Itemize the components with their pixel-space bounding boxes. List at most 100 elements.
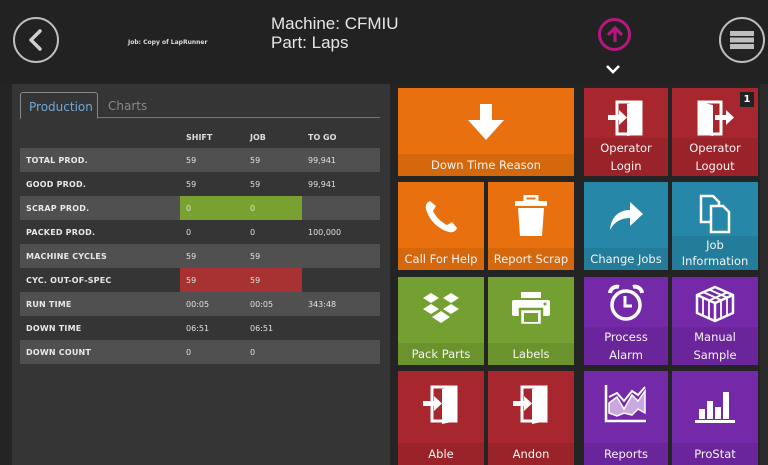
to-go-value	[302, 268, 380, 292]
labels-tile[interactable]: Labels	[488, 277, 574, 365]
tab-production[interactable]: Production	[20, 92, 98, 119]
row-label: TOTAL PROD.	[26, 156, 88, 165]
area-chart-icon	[584, 383, 668, 423]
job-value: 0	[250, 228, 256, 237]
tile-label: Down Time Reason	[398, 154, 574, 176]
table-row: MACHINE CYCLES 59 59	[20, 244, 380, 268]
job-value: 59	[250, 252, 261, 261]
manual-sample-tile[interactable]: Manual Sample	[672, 277, 758, 365]
operator-login-tile[interactable]: Operator Login	[584, 88, 668, 176]
tile-label: Process Alarm	[584, 327, 668, 365]
shift-value: 0	[186, 348, 192, 357]
cube-icon	[672, 285, 758, 323]
machine-title: Machine: CFMIU	[271, 14, 399, 33]
to-go-value	[302, 196, 380, 220]
shift-value: 59	[186, 156, 197, 165]
tile-label: Pack Parts	[398, 343, 484, 365]
shift-value: 0	[186, 228, 192, 237]
sign-in-icon	[398, 385, 484, 425]
table-row: TOTAL PROD. 59 59 99,941	[20, 148, 380, 172]
menu-button[interactable]	[719, 17, 765, 63]
shift-value: 0	[180, 196, 244, 220]
sign-out-icon	[672, 100, 758, 136]
shift-value: 59	[186, 252, 197, 261]
row-label: CYC. OUT-OF-SPEC	[26, 276, 112, 285]
row-label: DOWN TIME	[26, 324, 82, 333]
phone-icon	[398, 198, 484, 236]
chevron-left-icon	[29, 29, 42, 51]
part-title: Part: Laps	[271, 33, 349, 52]
job-value: 59	[244, 268, 302, 292]
tile-label: Change Jobs	[584, 248, 668, 270]
to-go-value: 343:48	[308, 300, 337, 309]
process-alarm-tile[interactable]: Process Alarm	[584, 277, 668, 365]
andon-tile[interactable]: Andon	[488, 371, 574, 465]
prostat-tile[interactable]: ProStat	[672, 371, 758, 465]
reports-tile[interactable]: Reports	[584, 371, 668, 465]
printer-icon	[488, 291, 574, 327]
shift-value: 00:05	[186, 300, 210, 309]
header-bar: Job: Copy of LapRunner Machine: CFMIU Pa…	[0, 0, 768, 84]
arrow-down-icon	[398, 102, 574, 142]
to-go-value	[302, 244, 380, 268]
share-arrow-icon	[584, 198, 668, 232]
row-label: DOWN COUNT	[26, 348, 92, 357]
dropbox-icon	[398, 291, 484, 327]
tile-label: Reports	[584, 443, 668, 465]
tile-label: Operator Login	[584, 138, 668, 176]
row-label: MACHINE CYCLES	[26, 252, 108, 261]
tab-charts[interactable]: Charts	[108, 99, 148, 113]
row-label: SCRAP PROD.	[26, 204, 90, 213]
tile-label: Operator Logout	[672, 138, 758, 176]
trash-icon	[488, 195, 574, 237]
job-value: 00:05	[250, 300, 274, 309]
tile-label: Able	[398, 443, 484, 465]
production-table: SHIFT JOB TO GO TOTAL PROD. 59 59 99,941…	[20, 128, 380, 364]
job-value: 06:51	[250, 324, 274, 333]
report-scrap-tile[interactable]: Report Scrap	[488, 182, 574, 270]
table-header: SHIFT JOB TO GO	[20, 128, 380, 148]
job-information-tile[interactable]: Job Information	[672, 182, 758, 270]
to-go-value: 99,941	[308, 156, 336, 165]
tile-label: Call For Help	[398, 248, 484, 270]
notification-badge: 1	[740, 92, 754, 107]
arrow-up-icon	[606, 25, 623, 42]
shift-value: 59	[186, 180, 197, 189]
tile-label: ProStat	[672, 443, 758, 465]
tile-label: Manual Sample	[672, 327, 758, 365]
row-label: RUN TIME	[26, 300, 72, 309]
to-go-value: 99,941	[308, 180, 336, 189]
change-jobs-tile[interactable]: Change Jobs	[584, 182, 668, 270]
sign-in-icon	[488, 385, 574, 425]
call-for-help-tile[interactable]: Call For Help	[398, 182, 484, 270]
down-time-reason-tile[interactable]: Down Time Reason	[398, 88, 574, 176]
sign-in-icon	[584, 100, 668, 136]
documents-icon	[672, 194, 758, 234]
able-tile[interactable]: Able	[398, 371, 484, 465]
upload-button[interactable]	[598, 18, 631, 51]
production-panel: Production Charts SHIFT JOB TO GO TOTAL …	[12, 84, 390, 465]
job-value: 0	[244, 196, 302, 220]
chevron-down-icon[interactable]	[605, 64, 621, 74]
column-shift: SHIFT	[186, 133, 213, 142]
table-row: RUN TIME 00:05 00:05 343:48	[20, 292, 380, 316]
column-job: JOB	[250, 133, 266, 142]
shift-value: 06:51	[186, 324, 210, 333]
right-edge	[760, 84, 768, 465]
tile-label: Job Information	[672, 236, 758, 270]
tile-label: Labels	[488, 343, 574, 365]
table-row: PACKED PROD. 0 0 100,000	[20, 220, 380, 244]
job-value: 0	[250, 348, 256, 357]
operator-logout-tile[interactable]: 1 Operator Logout	[672, 88, 758, 176]
row-label: GOOD PROD.	[26, 180, 87, 189]
table-row: GOOD PROD. 59 59 99,941	[20, 172, 380, 196]
to-go-value	[302, 316, 380, 340]
page-title: Machine: CFMIU Part: Laps	[271, 14, 399, 52]
column-to-go: TO GO	[308, 133, 337, 142]
back-button[interactable]	[13, 17, 59, 63]
row-label: PACKED PROD.	[26, 228, 96, 237]
pack-parts-tile[interactable]: Pack Parts	[398, 277, 484, 365]
tile-label: Report Scrap	[488, 248, 574, 270]
table-row: CYC. OUT-OF-SPEC 59 59	[20, 268, 380, 292]
job-value: 59	[250, 156, 261, 165]
